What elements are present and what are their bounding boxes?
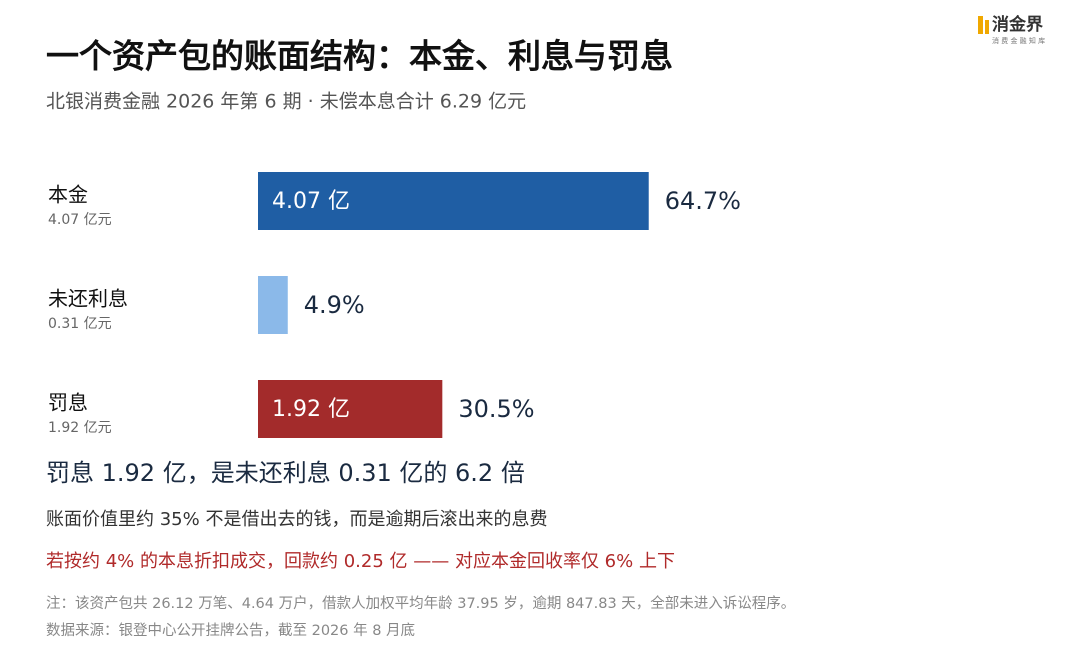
brand: 消金界 xyxy=(992,14,1043,35)
brand-sub: 消 费 金 融 知 库 xyxy=(992,36,1045,45)
percent-label: 30.5% xyxy=(458,395,534,423)
category-label: 罚息 xyxy=(48,391,88,415)
headline: 罚息 1.92 亿，是未还利息 0.31 亿的 6.2 倍 xyxy=(46,459,525,487)
chart-title: 一个资产包的账面结构：本金、利息与罚息 xyxy=(46,37,673,76)
bar xyxy=(258,172,649,230)
percent-label: 4.9% xyxy=(304,291,365,319)
category-sub-label: 0.31 亿元 xyxy=(48,316,112,332)
category-label: 本金 xyxy=(48,183,88,207)
logo-icon xyxy=(985,20,989,34)
percent-label: 64.7% xyxy=(665,187,741,215)
value-label: 1.92 亿 xyxy=(272,397,350,422)
bar xyxy=(258,380,443,438)
category-sub-label: 1.92 亿元 xyxy=(48,420,112,436)
source: 数据来源：银登中心公开挂牌公告，截至 2026 年 8 月底 xyxy=(46,622,415,639)
category-sub-label: 4.07 亿元 xyxy=(48,212,112,228)
value-label: 4.07 亿 xyxy=(272,189,350,214)
note-line: 账面价值里约 35% 不是借出去的钱，而是逾期后滚出来的息费 xyxy=(46,509,547,530)
subtitle: 北银消费金融 2026 年第 6 期 · 未偿本息合计 6.29 亿元 xyxy=(46,91,526,113)
bar xyxy=(258,276,288,334)
red-line: 若按约 4% 的本息折扣成交，回款约 0.25 亿 —— 对应本金回收率仅 6%… xyxy=(46,551,675,572)
logo-icon xyxy=(978,16,983,34)
footnote: 注：该资产包共 26.12 万笔、4.64 万户，借款人加权平均年龄 37.95… xyxy=(46,594,795,612)
category-label: 未还利息 xyxy=(48,287,128,311)
